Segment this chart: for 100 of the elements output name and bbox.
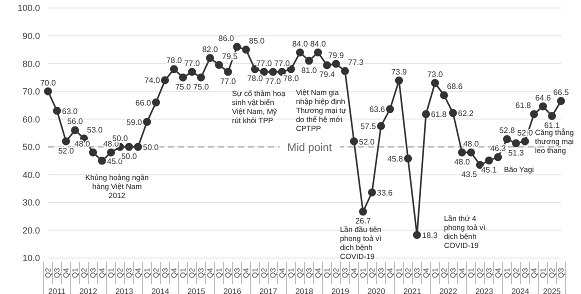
text: 79.4 (319, 70, 335, 80)
point (548, 112, 556, 120)
point (530, 110, 538, 118)
text: 85.0 (249, 36, 265, 46)
text: 73.9 (391, 68, 407, 76)
text: 45.1 (481, 166, 497, 174)
text: 74.0 (144, 76, 160, 86)
text: 84.0 (310, 39, 326, 48)
point (206, 54, 214, 62)
text: 2018 (295, 287, 314, 294)
text: 63.6 (369, 105, 385, 114)
text: 45.8 (387, 154, 403, 164)
point (413, 230, 421, 239)
text: 82.0 (202, 45, 218, 54)
text: 50.0 (143, 142, 159, 152)
point (350, 137, 358, 146)
text: 48.0 (454, 157, 470, 166)
point (269, 68, 277, 76)
y-tick-label: 20.0 (22, 225, 40, 236)
text: 75.0 (193, 82, 209, 92)
point (53, 106, 61, 115)
point (557, 97, 565, 106)
text: 78.0 (283, 74, 299, 84)
text: 73.0 (427, 70, 443, 79)
text: 84.0 (292, 39, 308, 48)
y-tick-label: 50.0 (22, 142, 40, 152)
point (98, 156, 106, 165)
point (170, 65, 178, 74)
point (431, 79, 439, 87)
text: 61.1 (544, 121, 560, 130)
text: 50.0 (121, 152, 137, 161)
point (512, 139, 520, 148)
point (179, 73, 187, 82)
point (71, 126, 79, 134)
point (242, 46, 250, 54)
point (161, 76, 169, 84)
point (278, 68, 286, 76)
point (377, 122, 385, 130)
text: 77.0 (220, 76, 236, 86)
text: 50.0 (112, 134, 128, 143)
point (539, 102, 547, 110)
y-tick-label: 90.0 (22, 30, 40, 41)
text: 2013 (115, 287, 134, 294)
text: 66.0 (135, 98, 151, 108)
text: 33.6 (377, 188, 393, 198)
point (332, 60, 340, 68)
ref-line-label: Mid point (287, 142, 332, 154)
text: 70.0 (40, 78, 56, 88)
text: 52.0 (58, 146, 74, 156)
text: 2011 (48, 287, 66, 294)
text: 81.0 (301, 66, 317, 75)
text: 2017 (259, 287, 278, 294)
point (89, 148, 97, 156)
text: 2021 (403, 287, 422, 294)
point (458, 148, 466, 156)
text: 2023 (475, 287, 494, 294)
point (233, 42, 241, 51)
point (386, 105, 394, 114)
point (323, 61, 331, 70)
y-tick-label: 30.0 (22, 198, 40, 208)
point (314, 48, 322, 56)
point (422, 110, 430, 118)
point (359, 208, 367, 216)
point (494, 153, 502, 162)
text: 68.6 (447, 82, 463, 92)
text: 66.5 (553, 88, 569, 98)
point (341, 67, 349, 76)
text: 78.0 (247, 74, 263, 84)
point (503, 135, 511, 144)
point (260, 68, 268, 76)
text: 62.2 (458, 109, 474, 118)
text: 2025 (542, 287, 562, 294)
point (485, 156, 493, 164)
text: 78.0 (166, 56, 182, 66)
text: 63.0 (62, 106, 78, 116)
point (62, 137, 70, 146)
text: 2020 (367, 287, 386, 294)
text: 2015 (187, 287, 206, 294)
point (440, 91, 448, 100)
point (224, 68, 232, 76)
point (449, 109, 457, 117)
text: 26.7 (355, 216, 371, 226)
text: 77.3 (348, 58, 364, 68)
y-tick-label: 40.0 (22, 170, 40, 180)
point (296, 48, 304, 56)
point (287, 65, 295, 74)
y-tick-label: 100.0 (17, 3, 40, 14)
text: 52.8 (499, 126, 515, 136)
text: 51.3 (508, 148, 524, 158)
point (134, 142, 142, 151)
text: 2019 (331, 287, 350, 294)
point (467, 148, 475, 156)
text: 56.0 (67, 117, 83, 126)
text: 61.8 (515, 101, 531, 110)
y-tick-label: 10.0 (22, 253, 40, 264)
text: 18.3 (422, 230, 438, 240)
point (251, 65, 259, 74)
y-tick-label: 70.0 (22, 86, 40, 97)
point (143, 118, 151, 126)
text: 45.0 (107, 156, 123, 166)
